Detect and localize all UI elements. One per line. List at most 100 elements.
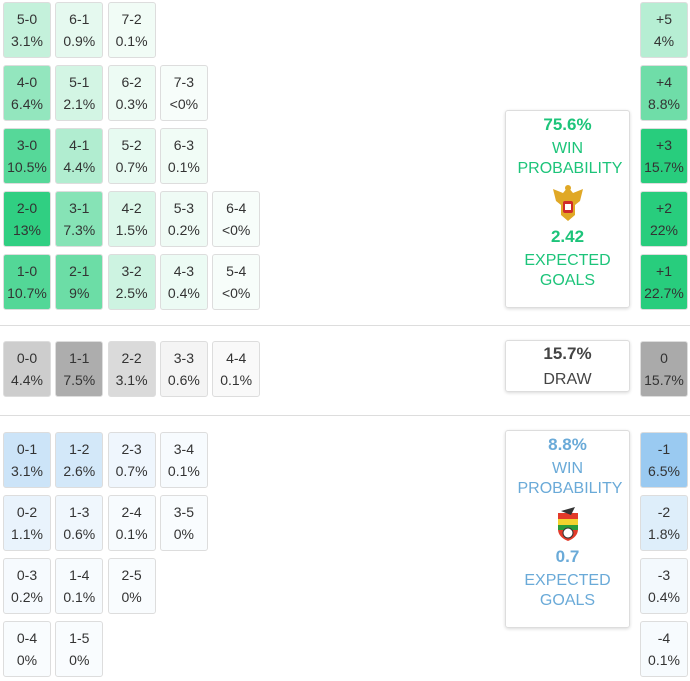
score: 7-3 <box>173 74 194 90</box>
probability: 0.4% <box>648 589 680 605</box>
score: 1-2 <box>69 441 90 457</box>
score: 2-5 <box>121 567 142 583</box>
score: -2 <box>657 504 671 520</box>
score-cell: 1-0 10.7% <box>3 254 51 310</box>
probability: 0.2% <box>11 589 43 605</box>
win-label: WIN PROBABILITY <box>517 460 623 497</box>
score-cell: 5-2 0.7% <box>107 128 156 184</box>
probability: 0.1% <box>115 33 148 49</box>
score-cell: 3-2 2.5% <box>107 254 156 310</box>
score: 1-0 <box>16 263 38 279</box>
draw-label: DRAW <box>543 371 592 388</box>
score: 6-3 <box>173 137 194 153</box>
probability: 0.6% <box>63 526 96 542</box>
expected-goals: 0.7 <box>555 547 580 566</box>
score-cell: 0-3 0.2% <box>3 558 51 614</box>
probability: <0% <box>221 285 251 301</box>
score: 5-2 <box>121 137 142 153</box>
probability: 2.5% <box>115 285 148 301</box>
score: -1 <box>657 441 671 457</box>
margin-cell: -2 1.8% <box>640 495 688 551</box>
score-cell: 5-4 <0% <box>212 254 261 310</box>
score-cell: 2-1 9% <box>55 254 104 310</box>
probability: 10.5% <box>7 159 47 175</box>
draw-probability: 15.7% <box>543 344 592 363</box>
probability: 1.1% <box>11 526 43 542</box>
expected-goals: 2.42 <box>550 227 585 246</box>
xg-label: EXPECTED GOALS <box>524 252 611 289</box>
probability: 2.6% <box>63 463 96 479</box>
home-summary: 75.6% WIN PROBABILITY 2.42 EXPECTED GOAL… <box>505 110 630 308</box>
xg-label: EXPECTED GOALS <box>524 572 611 609</box>
margin-cell: -1 6.5% <box>640 432 688 488</box>
probability: <0% <box>169 96 199 112</box>
score-cell: 4-2 1.5% <box>107 191 156 247</box>
margin-cell: 0 15.7% <box>640 341 688 397</box>
score: 1-3 <box>69 504 90 520</box>
margin-cell: -3 0.4% <box>640 558 688 614</box>
probability: 1.8% <box>648 526 680 542</box>
score: 3-1 <box>69 200 90 216</box>
probability: 3.1% <box>11 33 43 49</box>
probability: 13% <box>12 222 42 238</box>
score: 3-5 <box>173 504 194 520</box>
probability: 15.7% <box>644 372 684 388</box>
score: 6-2 <box>121 74 142 90</box>
score-cell: 1-1 7.5% <box>55 341 104 397</box>
score: 4-3 <box>173 263 194 279</box>
score: 1-1 <box>69 350 90 366</box>
draw-summary: 15.7% DRAW <box>505 340 630 392</box>
probability: 6.4% <box>11 96 43 112</box>
score: 4-1 <box>69 137 90 153</box>
score: 4-0 <box>16 74 38 90</box>
score-cell: 7-2 0.1% <box>107 2 156 58</box>
score: 3-3 <box>173 350 194 366</box>
probability: 0.7% <box>115 159 148 175</box>
win-probability: 8.8% <box>548 435 587 454</box>
score: 4-2 <box>121 200 142 216</box>
margin-cell: +1 22.7% <box>640 254 688 310</box>
score-cell: 2-0 13% <box>3 191 51 247</box>
score-cell: 5-3 0.2% <box>159 191 208 247</box>
score-cell: 1-3 0.6% <box>55 495 104 551</box>
score-cell: 1-4 0.1% <box>55 558 104 614</box>
probability: 3.1% <box>115 372 148 388</box>
probability: 0.6% <box>167 372 200 388</box>
score: 5-1 <box>69 74 90 90</box>
probability: 8.8% <box>648 96 680 112</box>
score: +5 <box>656 11 672 27</box>
margin-cell: -4 0.1% <box>640 621 688 677</box>
score: 6-4 <box>226 200 247 216</box>
score-cell: 4-0 6.4% <box>3 65 51 121</box>
score: 2-2 <box>121 350 142 366</box>
probability: 0.2% <box>167 222 200 238</box>
score: 3-0 <box>16 137 38 153</box>
away-summary: 8.8% WIN PROBABILITY 0.7 EXPECTED GOALS <box>505 430 630 628</box>
probability: 4% <box>653 33 675 49</box>
win-label: WIN PROBABILITY <box>517 140 623 177</box>
probability: 15.7% <box>644 159 684 175</box>
score-cell: 0-1 3.1% <box>3 432 51 488</box>
score: 1-4 <box>69 567 90 583</box>
score: 3-2 <box>121 263 142 279</box>
score-cell: 6-3 0.1% <box>159 128 208 184</box>
score: 3-4 <box>173 441 194 457</box>
score-cell: 3-3 0.6% <box>159 341 208 397</box>
score-cell: 6-2 0.3% <box>107 65 156 121</box>
score: 0-0 <box>16 350 38 366</box>
score-cell: 2-3 0.7% <box>107 432 156 488</box>
margin-cell: +5 4% <box>640 2 688 58</box>
score-cell: 2-4 0.1% <box>107 495 156 551</box>
score: 0-4 <box>16 630 38 646</box>
score-cell: 5-0 3.1% <box>3 2 51 58</box>
score-cell: 2-2 3.1% <box>107 341 156 397</box>
probability: 4.4% <box>63 159 96 175</box>
probability: 0.9% <box>63 33 96 49</box>
probability: 0.1% <box>63 589 96 605</box>
score-cell: 3-4 0.1% <box>159 432 208 488</box>
probability: <0% <box>221 222 251 238</box>
probability: 0% <box>16 652 38 668</box>
score-cell: 6-1 0.9% <box>55 2 104 58</box>
win-probability: 75.6% <box>543 115 592 134</box>
